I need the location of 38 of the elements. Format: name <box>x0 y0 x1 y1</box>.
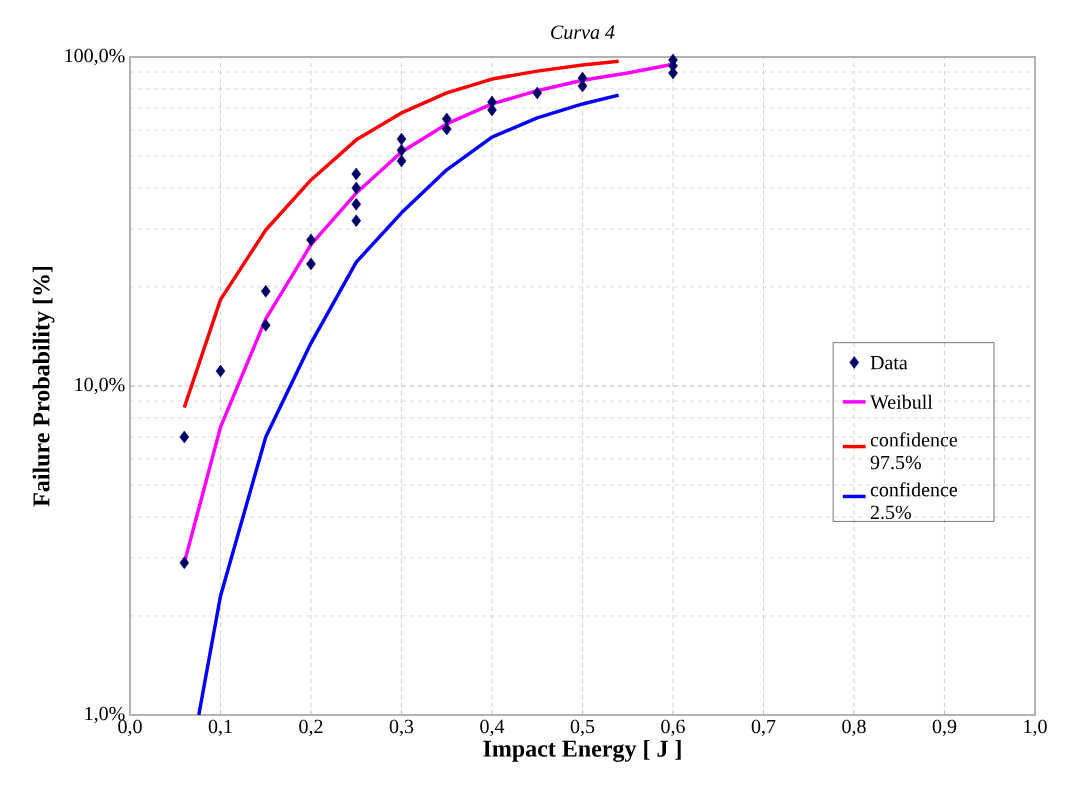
point <box>306 233 316 247</box>
x-tick-label: 0,5 <box>570 719 595 737</box>
x-tick-label: 0,8 <box>842 719 866 737</box>
point <box>351 181 362 195</box>
point <box>532 86 543 100</box>
point <box>179 556 190 570</box>
y-axis-title: Failure Probability [%] <box>32 266 55 507</box>
x-tick-label: 0,7 <box>751 719 776 737</box>
x-tick-label: 1,0 <box>1024 719 1047 737</box>
x-tick-label: 0,1 <box>208 719 232 737</box>
point <box>260 285 271 298</box>
point <box>487 103 497 117</box>
x-axis-title: Impact Energy [ J ] <box>483 739 681 762</box>
point <box>441 122 452 136</box>
point <box>351 214 362 227</box>
point <box>396 132 407 146</box>
y-tick-label: 100,0% <box>65 48 125 66</box>
point <box>441 112 452 126</box>
x-tick-label: 0,9 <box>932 719 957 737</box>
point <box>351 197 362 211</box>
x-tick-label: 0,3 <box>389 719 414 737</box>
point <box>396 143 407 157</box>
point <box>215 364 226 378</box>
chart-title: Curva 4 <box>551 25 615 39</box>
line-series <box>182 59 621 410</box>
point <box>260 318 271 332</box>
point <box>351 167 362 181</box>
point <box>306 257 316 271</box>
x-tick-label: 0,4 <box>480 719 505 737</box>
x-tick-label: 0,6 <box>661 719 685 737</box>
line-series <box>197 93 621 715</box>
y-tick-label: 10,0% <box>75 377 125 395</box>
x-tick-label: 0,2 <box>299 719 323 737</box>
legend-label: Data <box>870 356 908 370</box>
legend-label: Weibull <box>870 394 933 409</box>
point <box>179 430 190 444</box>
point <box>396 154 407 168</box>
legend-label: confidence 2.5% <box>870 482 958 520</box>
